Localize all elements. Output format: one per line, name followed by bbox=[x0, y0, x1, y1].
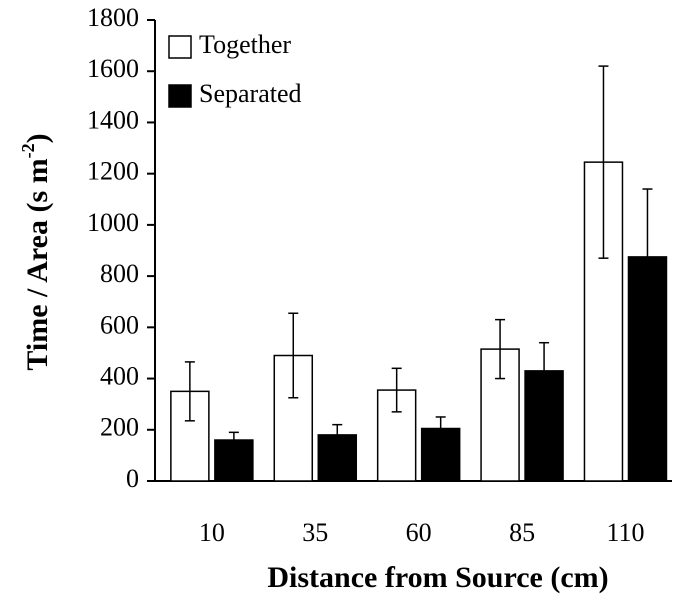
x-tick-label: 35 bbox=[302, 518, 328, 547]
y-tick-label: 600 bbox=[100, 310, 139, 339]
x-tick-label: 10 bbox=[199, 518, 225, 547]
legend-label: Separated bbox=[199, 79, 302, 108]
y-label-part: ) bbox=[21, 133, 54, 143]
y-label-sup: -2 bbox=[18, 143, 38, 158]
y-tick-label: 400 bbox=[100, 362, 139, 391]
y-label-part: Time / Area (s m bbox=[21, 158, 54, 370]
x-tick-label: 60 bbox=[406, 518, 432, 547]
y-tick-label: 1000 bbox=[87, 208, 139, 237]
y-tick-label: 1800 bbox=[87, 3, 139, 32]
x-tick-label: 110 bbox=[606, 518, 644, 547]
y-tick-label: 1200 bbox=[87, 157, 139, 186]
y-tick-label: 200 bbox=[100, 413, 139, 442]
x-tick-label: 85 bbox=[509, 518, 535, 547]
y-tick-label: 1400 bbox=[87, 105, 139, 134]
y-axis-label: Time / Area (s m-2) bbox=[18, 133, 54, 370]
y-tick-label: 0 bbox=[126, 464, 139, 493]
y-tick-label: 800 bbox=[100, 259, 139, 288]
y-tick-label: 1600 bbox=[87, 54, 139, 83]
legend-swatch bbox=[168, 84, 192, 108]
legend-label: Together bbox=[199, 30, 291, 59]
legend-swatch bbox=[168, 35, 192, 59]
x-axis-label: Distance from Source (cm) bbox=[267, 561, 608, 594]
